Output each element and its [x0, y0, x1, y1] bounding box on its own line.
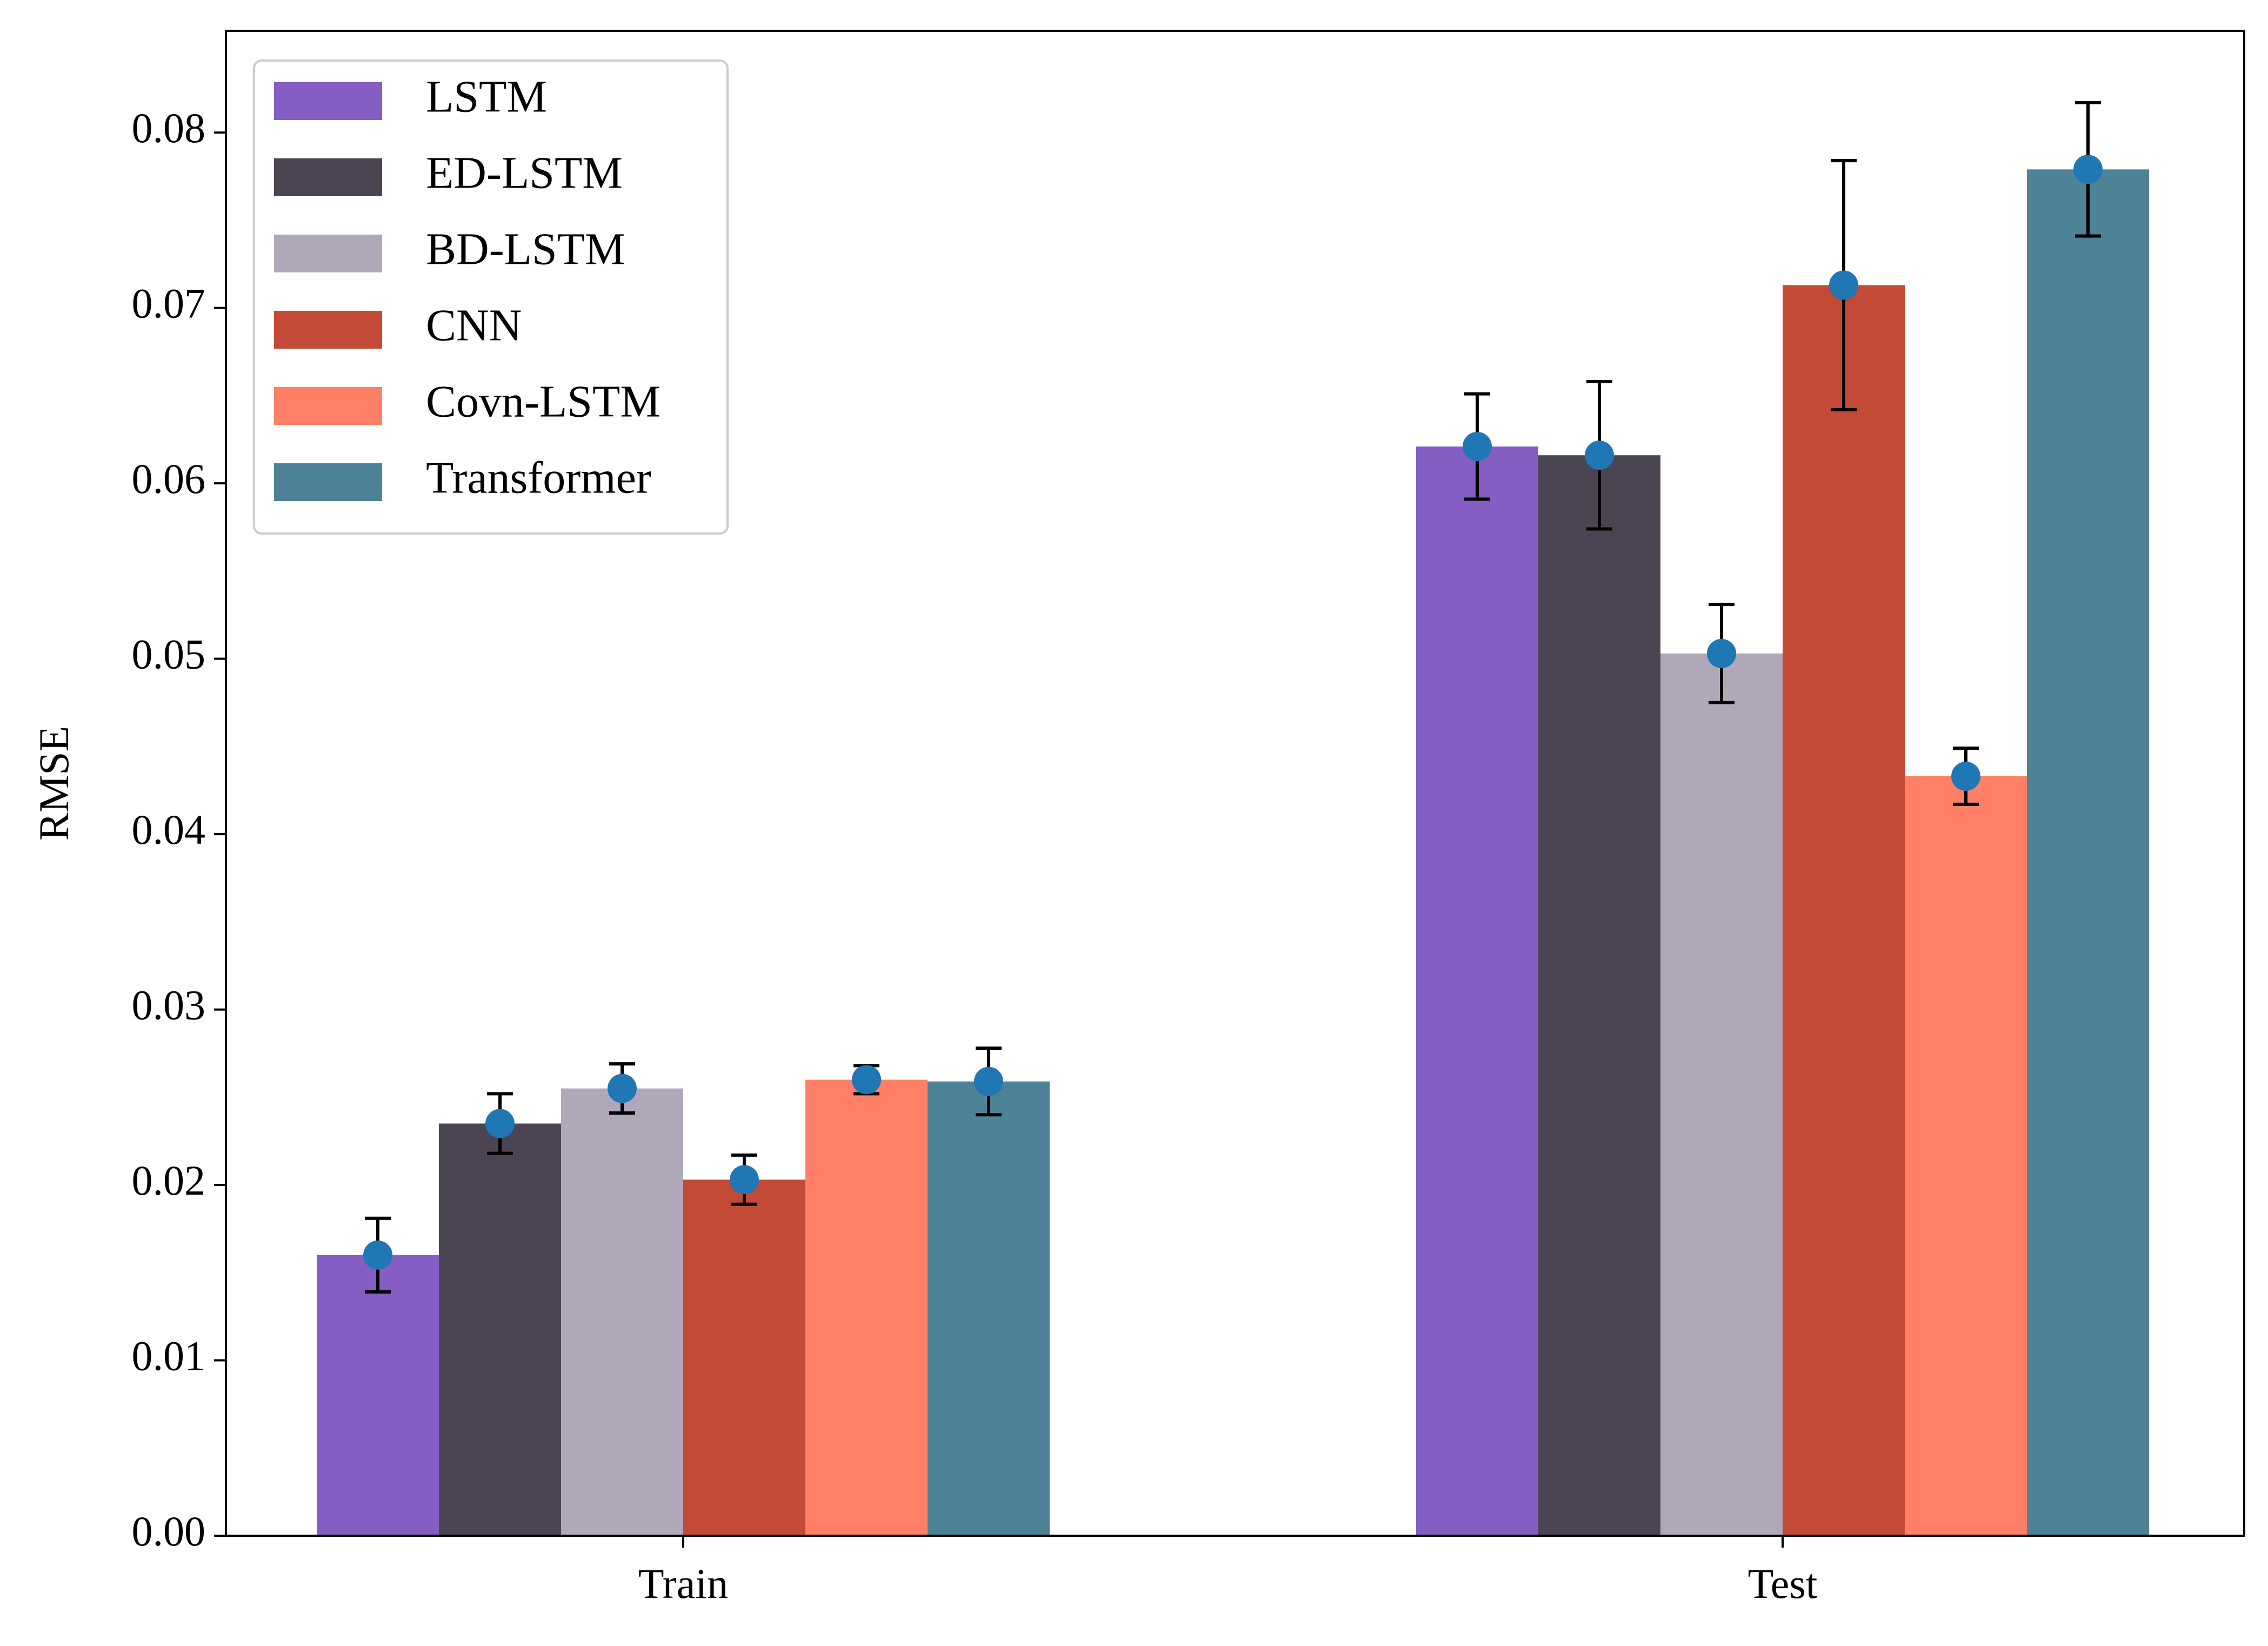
marker-transformer-train — [974, 1067, 1003, 1096]
marker-transformer-test — [2073, 155, 2103, 184]
y-tick-label: 0.07 — [132, 280, 206, 327]
marker-bd-lstm-train — [608, 1074, 637, 1103]
y-tick-label: 0.00 — [132, 1508, 206, 1555]
marker-covn-lstm-train — [852, 1065, 881, 1095]
legend-swatch-covn-lstm — [274, 387, 382, 425]
bar-bd-lstm-train — [561, 1088, 683, 1536]
y-tick-label: 0.05 — [132, 631, 206, 678]
bar-cnn-test — [1783, 285, 1905, 1536]
legend: LSTM ED-LSTM BD-LSTM CNN Covn-LSTM Transforme… — [253, 59, 729, 535]
marker-lstm-test — [1463, 432, 1492, 462]
bar-lstm-test — [1416, 447, 1538, 1536]
marker-cnn-test — [1829, 270, 1858, 300]
plot-frame — [225, 30, 2245, 1537]
bar-cnn-train — [683, 1179, 805, 1536]
marker-ed-lstm-train — [485, 1109, 515, 1138]
legend-label-covn-lstm: Covn-LSTM — [426, 376, 661, 427]
marker-ed-lstm-test — [1585, 441, 1614, 470]
bar-bd-lstm-test — [1660, 653, 1783, 1536]
marker-bd-lstm-test — [1707, 638, 1736, 668]
legend-label-lstm: LSTM — [426, 71, 547, 122]
legend-label-ed-lstm: ED-LSTM — [426, 148, 623, 198]
legend-swatch-ed-lstm — [274, 158, 382, 196]
bar-covn-lstm-train — [805, 1079, 928, 1536]
bar-transformer-train — [928, 1081, 1050, 1536]
bar-ed-lstm-test — [1538, 455, 1660, 1536]
legend-swatch-lstm — [274, 82, 382, 120]
bar-transformer-test — [2027, 169, 2149, 1536]
marker-covn-lstm-test — [1951, 762, 1980, 791]
marker-lstm-train — [363, 1240, 392, 1270]
y-tick-label: 0.02 — [132, 1157, 206, 1204]
bar-covn-lstm-test — [1905, 776, 2027, 1536]
x-tick-label-train: Train — [638, 1560, 728, 1607]
y-tick-label: 0.08 — [132, 104, 206, 151]
bars-layer — [317, 169, 2149, 1536]
legend-swatch-bd-lstm — [274, 235, 382, 272]
y-axis-label: RMSE — [30, 726, 77, 841]
legend-label-cnn: CNN — [426, 300, 522, 350]
x-axis: Train Test — [638, 1536, 1818, 1607]
y-tick-label: 0.01 — [132, 1332, 206, 1379]
bar-lstm-train — [317, 1255, 439, 1536]
y-tick-label: 0.06 — [132, 455, 206, 502]
markers-layer — [363, 155, 2103, 1270]
y-tick-label: 0.03 — [132, 981, 206, 1028]
legend-swatch-cnn — [274, 311, 382, 349]
bar-ed-lstm-train — [439, 1123, 561, 1536]
legend-label-transformer: Transformer — [426, 452, 651, 503]
marker-cnn-train — [730, 1165, 759, 1195]
legend-label-bd-lstm: BD-LSTM — [426, 224, 625, 274]
y-tick-label: 0.04 — [132, 806, 206, 853]
y-axis: 0.00 0.01 0.02 0.03 0.04 0.05 0.06 0.07 0.08 — [132, 104, 226, 1555]
x-tick-label-test: Test — [1748, 1560, 1818, 1607]
legend-swatch-transformer — [274, 463, 382, 501]
